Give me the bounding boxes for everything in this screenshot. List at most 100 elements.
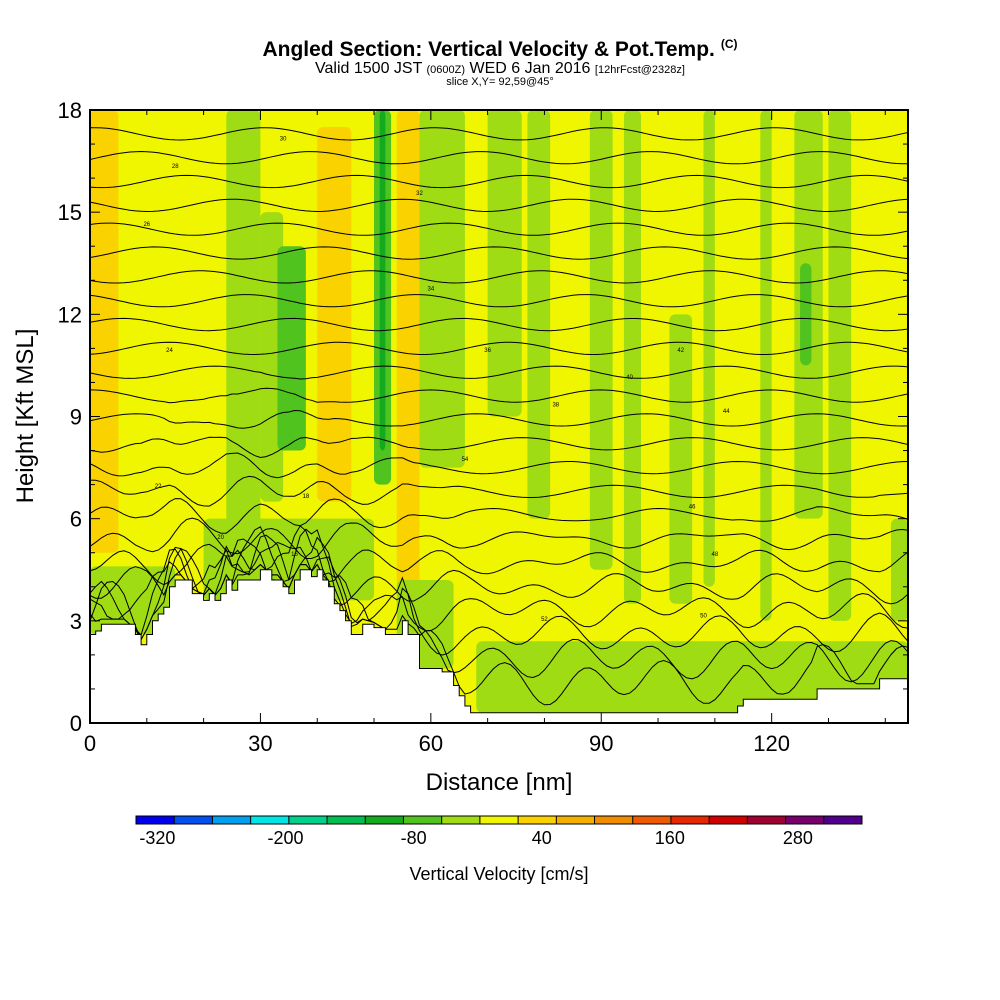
contour-label: 42 <box>677 348 684 354</box>
colorbar-tick-label: -320 <box>139 828 175 848</box>
colorbar-swatch <box>556 816 596 824</box>
contour-label: 16 <box>291 552 298 558</box>
x-tick-label: 90 <box>589 731 613 756</box>
velocity-band-5 <box>277 246 306 451</box>
velocity-band-14 <box>623 110 642 604</box>
colorbar-swatch <box>136 816 175 824</box>
theta-contour-21 <box>90 174 908 189</box>
colorbar-swatch <box>518 816 557 824</box>
velocity-band-25 <box>476 641 908 713</box>
contour-label: 30 <box>280 137 287 143</box>
theta-contour-11 <box>90 409 908 429</box>
colorbar-tick-label: 280 <box>783 828 813 848</box>
colorbar-swatch <box>174 816 213 824</box>
velocity-band-1 <box>118 110 153 570</box>
contour-label: 48 <box>712 552 719 558</box>
valid-time: Valid 1500 JST <box>315 60 423 77</box>
velocity-band-2 <box>163 127 210 366</box>
velocity-band-10 <box>419 110 465 468</box>
theta-contour-4 <box>90 525 908 607</box>
x-tick-label: 60 <box>419 731 443 756</box>
x-tick-label: 120 <box>753 731 790 756</box>
theta-contour-14 <box>90 341 908 356</box>
theta-contour-18 <box>90 246 908 260</box>
colorbar-tick-label: 40 <box>532 828 552 848</box>
theta-contour-19 <box>90 222 908 236</box>
y-tick-label: 6 <box>70 507 82 532</box>
chart-subtitle: Valid 1500 JST (0600Z) WED 6 Jan 2016 [1… <box>0 60 1000 78</box>
slice-info: slice X,Y= 92,59@45° <box>446 76 554 88</box>
contour-label: 54 <box>462 457 469 463</box>
colorbar-label: Vertical Velocity [cm/s] <box>409 864 588 884</box>
velocity-band-11 <box>487 110 522 417</box>
colorbar-swatch <box>785 816 825 824</box>
contour-label: 18 <box>303 494 310 500</box>
x-axis-label: Distance [nm] <box>426 769 573 796</box>
velocity-band-6 <box>317 127 352 502</box>
contour-label: 40 <box>626 375 633 381</box>
y-tick-label: 15 <box>58 200 82 225</box>
theta-contour-9 <box>90 452 908 479</box>
terrain-profile <box>90 569 908 723</box>
velocity-band-9 <box>396 110 420 587</box>
chart-title: Angled Section: Vertical Velocity & Pot.… <box>0 37 1000 62</box>
theta-contour-10 <box>90 436 908 459</box>
velocity-band-20 <box>828 110 852 621</box>
contour-label: 50 <box>700 613 707 619</box>
colorbar-tick-label: 160 <box>655 828 685 848</box>
forecast-info: [12hrFcst@2328z] <box>594 64 685 76</box>
contour-label: 34 <box>427 286 434 292</box>
colorbar-swatch <box>327 816 366 824</box>
colorbar-tick-label: -200 <box>267 828 303 848</box>
colorbar-swatch <box>709 816 748 824</box>
contour-label: 26 <box>143 222 150 228</box>
contour-label: 32 <box>416 191 423 197</box>
colorbar-swatch <box>288 816 328 824</box>
velocity-band-3 <box>226 110 261 553</box>
velocity-band-21 <box>890 518 908 621</box>
y-tick-label: 0 <box>70 711 82 736</box>
contour-label: 28 <box>172 164 179 170</box>
y-tick-label: 12 <box>58 302 82 327</box>
copyright-mark: (C) <box>720 37 738 51</box>
velocity-band-13 <box>589 110 613 570</box>
theta-contour-13 <box>90 365 908 380</box>
theta-contour-16 <box>90 294 908 308</box>
theta-contour-3 <box>90 528 908 632</box>
colorbar-swatch <box>632 816 672 824</box>
contour-label: 38 <box>552 402 559 408</box>
theta-contour-7 <box>90 498 908 534</box>
colorbar-swatch <box>403 816 443 824</box>
colorbar-swatch <box>594 816 634 824</box>
velocity-band-8 <box>379 110 386 451</box>
y-tick-label: 18 <box>58 98 82 123</box>
colorbar-swatch <box>212 816 252 824</box>
theta-contour-20 <box>90 198 908 213</box>
theta-contour-5 <box>90 541 908 586</box>
contour-label: 20 <box>217 535 224 541</box>
contour-label: 24 <box>166 348 173 354</box>
colorbar-swatch <box>670 816 710 824</box>
velocity-band-4 <box>260 212 284 502</box>
colorbar-swatch <box>365 816 404 824</box>
contour-label: 46 <box>689 504 696 510</box>
colorbar-swatch <box>441 816 481 824</box>
theta-contour-1 <box>90 526 908 683</box>
theta-contour-23 <box>90 127 908 141</box>
contour-label: 52 <box>541 617 548 623</box>
theta-contour-17 <box>90 270 908 284</box>
theta-contour-22 <box>90 150 908 165</box>
velocity-band-15 <box>669 314 693 604</box>
colorbar-swatch <box>747 816 787 824</box>
velocity-band-0 <box>90 110 119 553</box>
velocity-band-16 <box>703 110 715 587</box>
velocity-band-12 <box>527 110 551 519</box>
y-tick-label: 3 <box>70 609 82 634</box>
velocity-band-17 <box>760 110 772 621</box>
velocity-band-22 <box>90 566 176 635</box>
theta-contour-8 <box>90 475 908 507</box>
valid-date: WED 6 Jan 2016 <box>469 60 591 77</box>
x-tick-label: 0 <box>84 731 96 756</box>
chart-title-text: Angled Section: Vertical Velocity & Pot.… <box>262 38 715 61</box>
x-tick-label: 30 <box>248 731 272 756</box>
